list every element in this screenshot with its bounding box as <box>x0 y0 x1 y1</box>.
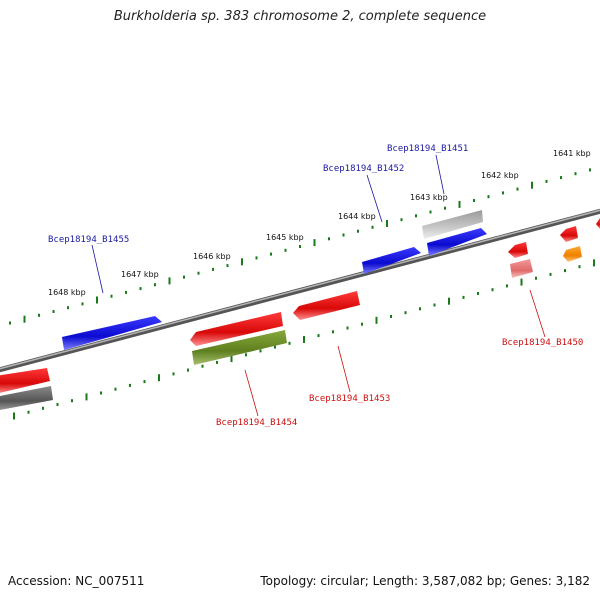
gene-label-b1452[interactable]: Bcep18194_B1452 <box>323 164 404 174</box>
gene-orange-feature[interactable] <box>563 246 582 262</box>
kbp-label-1643: 1643 kbp <box>410 193 448 202</box>
gene-forward-left-feature[interactable] <box>0 368 50 394</box>
gene-b1452-feature[interactable] <box>362 247 421 274</box>
label-leader-lines <box>91 154 546 417</box>
gene-label-b1453[interactable]: Bcep18194_B1453 <box>309 394 390 404</box>
chromosome-backbone <box>0 208 600 373</box>
gene-gray-feature[interactable] <box>422 210 483 239</box>
gene-b1454-feature[interactable] <box>190 312 283 346</box>
kbp-label-1647: 1647 kbp <box>121 270 159 279</box>
kbp-label-1648: 1648 kbp <box>48 288 86 297</box>
kbp-label-1642: 1642 kbp <box>481 171 519 180</box>
gene-right-edge-feature[interactable] <box>596 218 600 229</box>
gene-label-b1450[interactable]: Bcep18194_B1450 <box>502 338 583 348</box>
accession-text: Accession: NC_007511 <box>8 574 145 588</box>
gene-dark-gray-feature[interactable] <box>0 386 53 411</box>
inner-tick-track <box>13 259 595 420</box>
gene-label-b1454[interactable]: Bcep18194_B1454 <box>216 418 297 428</box>
page-title: Burkholderia sp. 383 chromosome 2, compl… <box>113 9 487 24</box>
gene-b1450-pink-feature[interactable] <box>510 259 533 278</box>
topology-text: Topology: circular; Length: 3,587,082 bp… <box>260 574 590 588</box>
outer-tick-track <box>9 168 591 325</box>
gene-b1453-feature[interactable] <box>293 291 360 320</box>
kbp-label-1641: 1641 kbp <box>553 149 591 158</box>
gene-label-b1451[interactable]: Bcep18194_B1451 <box>387 144 468 154</box>
gene-b1455-feature[interactable] <box>62 316 162 350</box>
kbp-label-1644: 1644 kbp <box>338 212 376 221</box>
gene-label-b1455[interactable]: Bcep18194_B1455 <box>48 235 129 245</box>
kbp-label-1646: 1646 kbp <box>193 252 231 261</box>
gene-b1454-olive-feature[interactable] <box>192 330 287 365</box>
gene-b1450-feature[interactable] <box>508 242 528 258</box>
gene-b1451-feature[interactable] <box>427 228 487 256</box>
gene-small-red-feature[interactable] <box>560 226 578 242</box>
kbp-label-1645: 1645 kbp <box>266 233 304 242</box>
